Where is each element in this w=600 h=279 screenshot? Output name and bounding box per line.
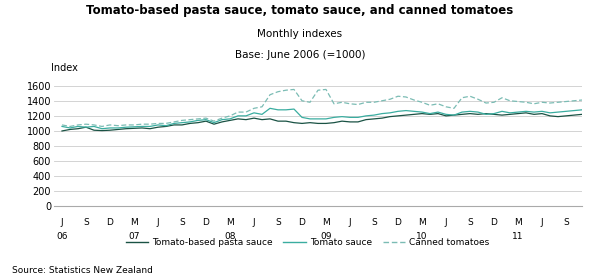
Text: M: M: [130, 218, 138, 227]
Text: 06: 06: [56, 232, 68, 240]
Text: J: J: [253, 218, 256, 227]
Text: M: M: [514, 218, 522, 227]
Text: D: D: [203, 218, 209, 227]
Legend: Tomato-based pasta sauce, Tomato sauce, Canned tomatoes: Tomato-based pasta sauce, Tomato sauce, …: [122, 234, 493, 250]
Text: 11: 11: [512, 232, 524, 240]
Text: D: D: [299, 218, 305, 227]
Text: S: S: [275, 218, 281, 227]
Text: J: J: [445, 218, 448, 227]
Text: M: M: [226, 218, 234, 227]
Text: M: M: [418, 218, 426, 227]
Text: S: S: [563, 218, 569, 227]
Text: J: J: [541, 218, 544, 227]
Text: Base: June 2006 (=1000): Base: June 2006 (=1000): [235, 50, 365, 60]
Text: Monthly indexes: Monthly indexes: [257, 29, 343, 39]
Text: 07: 07: [128, 232, 140, 240]
Text: M: M: [322, 218, 330, 227]
Text: 10: 10: [416, 232, 428, 240]
Text: S: S: [179, 218, 185, 227]
Text: D: D: [107, 218, 113, 227]
Text: 08: 08: [224, 232, 236, 240]
Text: D: D: [491, 218, 497, 227]
Text: 09: 09: [320, 232, 332, 240]
Text: J: J: [61, 218, 64, 227]
Text: S: S: [371, 218, 377, 227]
Text: D: D: [395, 218, 401, 227]
Text: Tomato-based pasta sauce, tomato sauce, and canned tomatoes: Tomato-based pasta sauce, tomato sauce, …: [86, 4, 514, 17]
Text: S: S: [83, 218, 89, 227]
Text: Source: Statistics New Zealand: Source: Statistics New Zealand: [12, 266, 153, 275]
Text: S: S: [467, 218, 473, 227]
Text: Index: Index: [52, 63, 78, 73]
Text: J: J: [349, 218, 352, 227]
Text: J: J: [157, 218, 160, 227]
